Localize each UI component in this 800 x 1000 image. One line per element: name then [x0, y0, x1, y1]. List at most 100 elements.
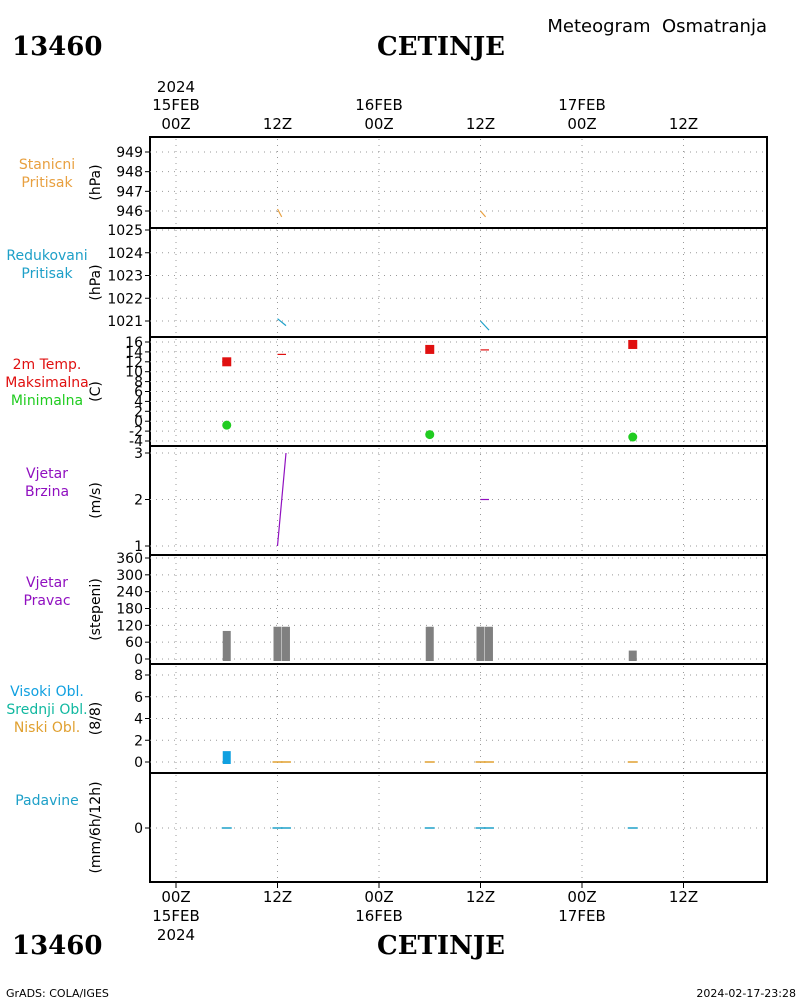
top-hour-tick-label: 00Z — [364, 115, 393, 133]
top-hour-tick-label: 00Z — [161, 115, 190, 133]
panel-label: Pravac — [23, 593, 70, 609]
bottom-hour-tick-label: 12Z — [669, 888, 698, 906]
y-tick-label: 2 — [134, 733, 143, 749]
panel-label: Pritisak — [21, 266, 73, 282]
top-hour-tick-label: 12Z — [669, 115, 698, 133]
data-bar — [222, 751, 231, 764]
y-tick-label: 3 — [134, 446, 143, 462]
panel-label: Minimalna — [11, 393, 83, 409]
y-tick-label: 8 — [134, 668, 143, 684]
top-date-tick-label: 16FEB — [355, 96, 402, 114]
panel-label: Stanicni — [19, 157, 75, 173]
panel-oblacnost: 0 2 4 6 8 (8/8)Visoki Obl. Srednji Obl. Niski O… — [6, 666, 767, 774]
y-tick-label: 120 — [116, 618, 143, 634]
unit-label: (mm/6h/12h) — [88, 781, 104, 873]
panels: 946947948949(hPa)StanicniPritisak1021102… — [5, 139, 767, 880]
panel-redukovani: 1021 1022 1023 1024 1025 (hPa)Redukovani Priti… — [6, 223, 767, 338]
data-bar — [484, 626, 493, 661]
y-tick-label: 2 — [134, 493, 143, 509]
data-bar — [281, 626, 290, 661]
y-tick-label: 1021 — [107, 314, 143, 330]
data-bar — [628, 650, 637, 661]
panel-label: Brzina — [25, 484, 69, 500]
bottom-hour-tick-label: 00Z — [161, 888, 190, 906]
y-tick-label: 12 — [125, 355, 143, 371]
y-tick-label: 1022 — [107, 291, 143, 307]
panel-label: Visoki Obl. — [10, 684, 84, 700]
generation-timestamp: 2024-02-17-23:28 — [696, 987, 796, 1000]
series-line — [277, 318, 287, 327]
y-tick-label: 4 — [134, 394, 143, 410]
y-tick-label: 300 — [116, 568, 143, 584]
panel-label: 2m Temp. — [13, 357, 82, 373]
y-tick-label: 6 — [134, 690, 143, 706]
unit-label: (hPa) — [88, 164, 104, 200]
y-tick-label: 1024 — [107, 246, 143, 262]
station-name-top: CETINJE — [377, 32, 505, 62]
y-tick-label: 949 — [116, 145, 143, 161]
panel-stanicni: 946 947 948 949 (hPa) Stanicni Pritisak — [19, 139, 767, 229]
bottom-year-label: 2024 — [157, 926, 195, 944]
y-tick-label: 948 — [116, 165, 143, 181]
min-temp-marker — [628, 432, 638, 442]
y-tick-label: 14 — [125, 345, 143, 361]
station-id-bottom: 13460 — [12, 931, 102, 961]
panel-label: Vjetar — [26, 575, 68, 591]
top-year-label: 2024 — [157, 78, 195, 96]
series-line — [276, 208, 283, 218]
credit-text: GrADS: COLA/IGES — [6, 987, 109, 1000]
series-line — [276, 452, 287, 547]
y-tick-label: 10 — [125, 365, 143, 381]
panel-vjetar_brzina: 1 2 3 (m/s) Vjetar Brzina — [25, 446, 767, 556]
y-tick-label: -4 — [129, 434, 143, 450]
y-tick-label: 8 — [134, 375, 143, 391]
min-temp-marker — [222, 420, 232, 430]
y-tick-label: 1023 — [107, 269, 143, 285]
data-bar — [476, 626, 485, 661]
panel-label: Niski Obl. — [14, 720, 80, 736]
data-bar — [273, 626, 282, 661]
data-bar — [222, 630, 231, 661]
unit-label: (hPa) — [88, 264, 104, 300]
y-tick-label: 16 — [125, 335, 143, 351]
y-tick-label: 60 — [125, 635, 143, 651]
panel-label: Redukovani — [6, 248, 87, 264]
bottom-hour-tick-label: 12Z — [263, 888, 292, 906]
unit-label: (m/s) — [88, 482, 104, 519]
bottom-date-tick-label: 17FEB — [558, 907, 605, 925]
series-line — [480, 320, 490, 331]
top-hour-tick-label: 12Z — [263, 115, 292, 133]
top-hour-tick-label: 12Z — [466, 115, 495, 133]
plot-frame — [149, 136, 768, 883]
y-tick-label: -2 — [129, 424, 143, 440]
panel-label: Vjetar — [26, 466, 68, 482]
top-hour-tick-label: 00Z — [567, 115, 596, 133]
bottom-hour-tick-label: 12Z — [466, 888, 495, 906]
unit-label: (C) — [88, 381, 104, 402]
y-tick-label: 947 — [116, 184, 143, 200]
top-date-tick-label: 15FEB — [152, 96, 199, 114]
y-tick-label: 180 — [116, 602, 143, 618]
y-tick-label: 0 — [134, 755, 143, 771]
y-tick-label: 1 — [134, 539, 143, 555]
min-temp-marker — [425, 430, 435, 440]
data-bar — [425, 626, 434, 661]
unit-label: (stepeni) — [88, 578, 104, 641]
bottom-hour-tick-label: 00Z — [567, 888, 596, 906]
panel-label: Maksimalna — [5, 375, 89, 391]
y-tick-label: 6 — [134, 385, 143, 401]
max-temp-marker — [425, 344, 435, 354]
bottom-date-tick-label: 15FEB — [152, 907, 199, 925]
station-name-bottom: CETINJE — [377, 931, 505, 961]
unit-label: (8/8) — [88, 702, 104, 735]
y-tick-label: 0 — [134, 652, 143, 668]
y-tick-label: 0 — [134, 821, 143, 837]
panel-padavine: 0 (mm/6h/12h) Padavine — [15, 775, 767, 880]
bottom-hour-tick-label: 00Z — [364, 888, 393, 906]
y-tick-label: 1025 — [107, 223, 143, 239]
panel-label: Padavine — [15, 793, 79, 809]
